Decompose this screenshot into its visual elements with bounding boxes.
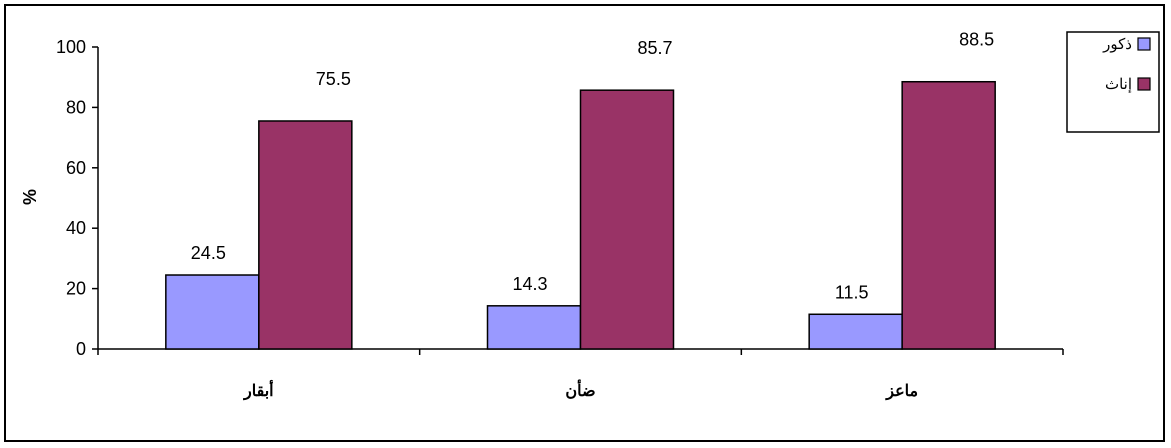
bar-males-1: [486, 305, 582, 350]
legend: ذكور إناث: [1066, 31, 1160, 133]
y-axis-title: %: [20, 189, 40, 205]
data-label: 85.7: [637, 38, 672, 58]
data-label: 88.5: [959, 30, 994, 50]
data-label: 14.3: [512, 274, 547, 294]
bar-females-2: [901, 80, 996, 350]
labels: 0 20 40 60 80 100 أبقار ضأن ماعز 24.5 14.3 11.5 75.5…: [56, 30, 994, 401]
data-label: 75.5: [316, 69, 351, 89]
bar-males-2: [808, 313, 903, 350]
bars: [165, 80, 996, 350]
x-category-label: ضأن: [565, 378, 595, 400]
y-tick-label: 0: [76, 339, 86, 359]
y-tick-label: 40: [66, 218, 86, 238]
bar-females-1: [579, 89, 675, 350]
y-tick-label: 80: [66, 97, 86, 117]
y-tick-label: 60: [66, 158, 86, 178]
data-label: 11.5: [835, 282, 869, 302]
bar-females-0: [258, 120, 353, 350]
bar-males-0: [165, 274, 260, 350]
x-category-label: أبقار: [243, 379, 274, 401]
legend-swatch: [1137, 77, 1151, 91]
legend-label: إناث: [1105, 76, 1132, 93]
y-tick-label: 100: [56, 37, 86, 57]
data-label: 24.5: [191, 243, 226, 263]
x-category-label: ماعز: [885, 383, 918, 401]
y-tick-label: 20: [66, 279, 86, 299]
legend-swatch: [1137, 37, 1151, 51]
legend-label: ذكور: [1102, 36, 1132, 53]
